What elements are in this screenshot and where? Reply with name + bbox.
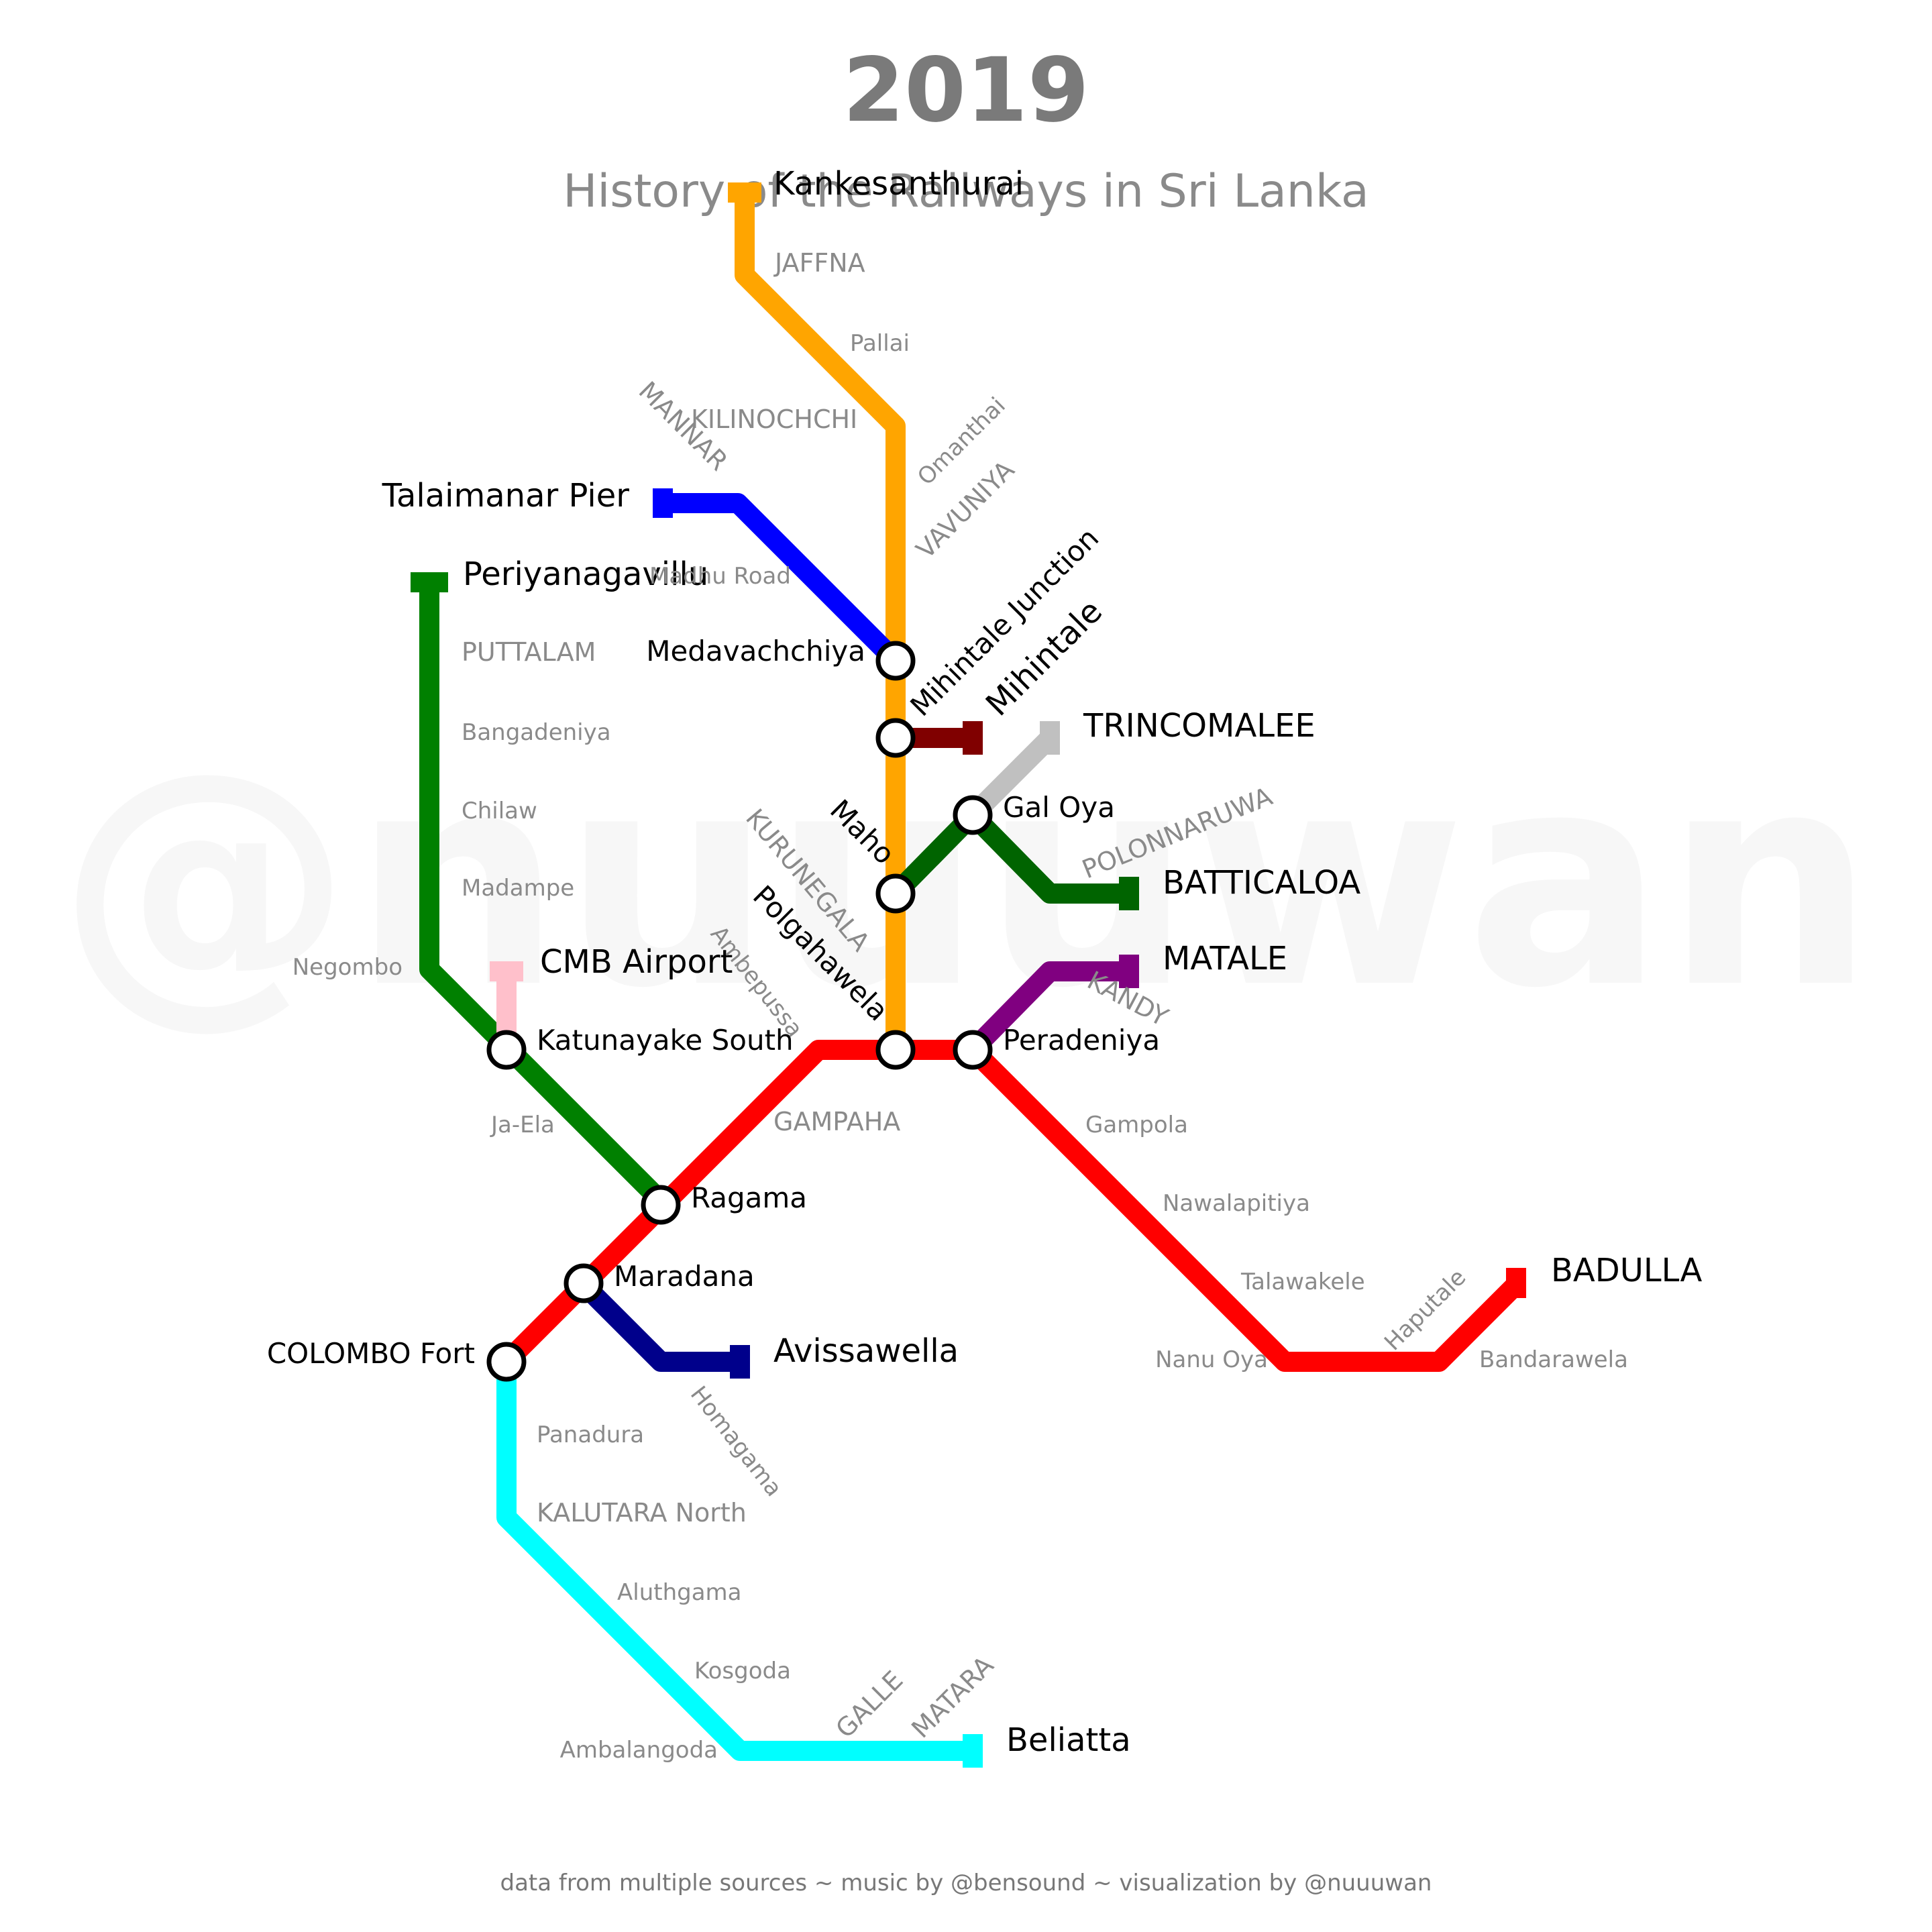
station-label-colombo-fort: COLOMBO Fort <box>267 1337 475 1370</box>
line-coastal <box>496 1362 973 1761</box>
credit-line: data from multiple sources ~ music by @b… <box>500 1870 1432 1896</box>
station-label-nawalapitiya: Nawalapitiya <box>1163 1190 1310 1217</box>
station-label-ambalangoda: Ambalangoda <box>560 1737 718 1764</box>
line-batticaloa <box>888 805 1129 904</box>
station-label-periyanagavillu: Periyanagavillu <box>463 555 708 593</box>
station-label-peradeniya: Peradeniya <box>1003 1024 1160 1057</box>
station-label-talawakele: Talawakele <box>1240 1269 1365 1295</box>
station-label-gal-oya: Gal Oya <box>1003 791 1115 824</box>
city-label-galle: GALLE <box>830 1665 908 1743</box>
station-label-madampe: Madampe <box>462 875 574 902</box>
station-label-bangadeniya: Bangadeniya <box>462 719 611 746</box>
station-label-beliatta: Beliatta <box>1006 1721 1131 1759</box>
station-label-kosgoda: Kosgoda <box>694 1658 791 1684</box>
station-label-badulla: BADULLA <box>1551 1252 1702 1289</box>
station-marker-maradana <box>564 1263 604 1303</box>
station-label-maradana: Maradana <box>614 1260 755 1293</box>
station-label-madhu-road: Madhu Road <box>649 563 791 590</box>
station-label-cmb-airport: CMB Airport <box>540 943 733 981</box>
station-label-avissawella: Avissawella <box>773 1332 959 1370</box>
station-marker-katunayake-south <box>486 1030 527 1070</box>
station-marker-gal-oya <box>953 795 993 835</box>
station-label-bandarawela: Bandarawela <box>1479 1346 1628 1373</box>
city-label-puttalam: PUTTALAM <box>462 637 596 667</box>
map-subtitle: History of the Railways in Sri Lanka <box>563 165 1368 218</box>
station-label-aluthgama: Aluthgama <box>617 1579 742 1606</box>
station-label-katunayake-south: Katunayake South <box>537 1024 794 1057</box>
watermark: @nuuuwan <box>57 709 1875 1053</box>
city-label-kilinochchi: KILINOCHCHI <box>691 405 857 434</box>
station-label-trincomalee: TRINCOMALEE <box>1083 707 1316 745</box>
station-label-homagama: Homagama <box>685 1381 788 1502</box>
station-label-chilaw: Chilaw <box>462 798 537 824</box>
station-label-medavachchiya: Medavachchiya <box>646 635 865 667</box>
station-label-nanu-oya: Nanu Oya <box>1155 1346 1268 1373</box>
station-label-pallai: Pallai <box>850 330 910 357</box>
city-label-matara: MATARA <box>906 1650 999 1743</box>
station-label-gampola: Gampola <box>1085 1112 1188 1138</box>
station-marker-polgahawela <box>875 1030 916 1070</box>
station-marker-peradeniya <box>953 1030 993 1070</box>
city-label-kalutara-north: KALUTARA North <box>537 1498 747 1527</box>
map-title: 2019 <box>843 39 1089 142</box>
station-marker-mihintale-junction <box>875 718 916 758</box>
line-matale <box>965 961 1129 1057</box>
station-label-matale: MATALE <box>1163 940 1287 977</box>
station-marker-ragama <box>641 1185 681 1225</box>
station-label-ja-ela: Ja-Ela <box>490 1112 555 1138</box>
station-label-ragama: Ragama <box>691 1181 807 1214</box>
station-label-negombo: Negombo <box>292 954 402 981</box>
station-marker-colombo-fort <box>486 1342 527 1382</box>
station-marker-maho <box>875 873 916 914</box>
line-puttalam <box>419 582 668 1208</box>
station-label-talaimanar-pier: Talaimanar Pier <box>382 477 630 515</box>
station-label-batticaloa: BATTICALOA <box>1163 864 1360 902</box>
station-label-kankesanthurai: Kankesanthurai <box>773 165 1024 203</box>
line-kelani-valley <box>576 1277 740 1372</box>
station-label-panadura: Panadura <box>537 1421 644 1448</box>
city-label-gampaha: GAMPAHA <box>773 1107 900 1136</box>
line-mannar <box>663 493 903 668</box>
city-label-jaffna: JAFFNA <box>773 248 865 278</box>
station-marker-medavachchiya <box>875 641 916 681</box>
